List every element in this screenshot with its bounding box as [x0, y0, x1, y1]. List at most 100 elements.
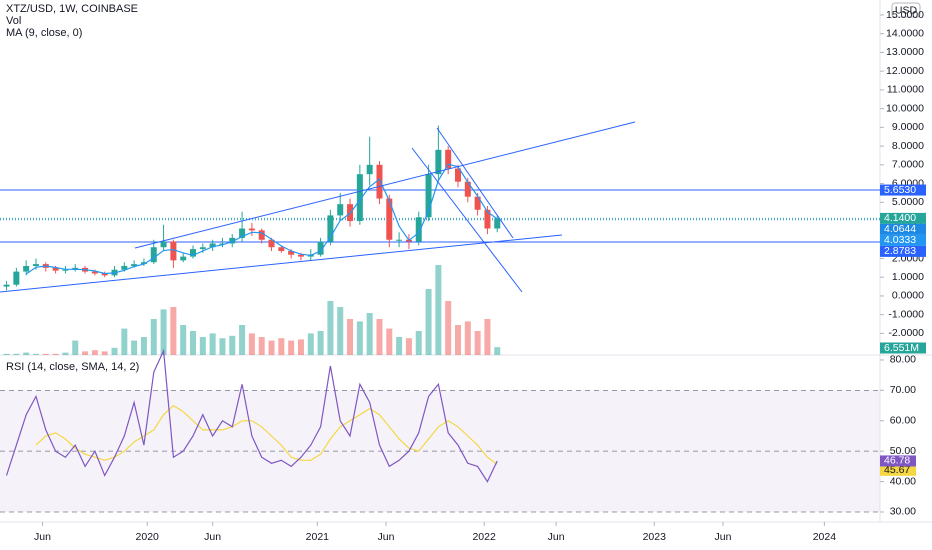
rsi-legend: RSI (14, close, SMA, 14, 2)	[6, 361, 139, 373]
volume-bar	[268, 340, 275, 355]
volume-bar	[297, 339, 304, 355]
x-tick-label: 2020	[136, 531, 160, 543]
volume-bar	[131, 340, 138, 355]
x-tick-label: 2021	[306, 531, 330, 543]
price-tag	[880, 245, 926, 257]
candle-body	[327, 215, 334, 242]
price-tag-label: 4.1400	[884, 212, 916, 224]
currency[interactable]: USD	[895, 4, 918, 16]
x-tick-label: 2022	[472, 531, 496, 543]
x-tick-label: 2023	[643, 531, 667, 543]
candle-body	[140, 262, 147, 265]
volume-bar	[317, 331, 324, 355]
candle-body	[445, 149, 452, 169]
volume-bar	[111, 347, 118, 355]
candle-body	[484, 209, 491, 229]
volume-bar	[278, 338, 285, 355]
candle-body	[190, 249, 197, 257]
price-tag	[880, 223, 926, 235]
trend-line	[134, 121, 636, 249]
y-tick-label: 12.0000	[886, 65, 924, 77]
y-tick-label: 40.00	[890, 475, 916, 487]
candle-body	[170, 241, 177, 261]
volume-bar	[347, 319, 354, 355]
volume-bar	[445, 301, 452, 355]
volume-legend: Vol	[6, 15, 21, 27]
y-tick-label: 1.0000	[892, 271, 924, 283]
price-tag-label: 5.6530	[884, 184, 916, 196]
price-tag-label: 4.0333	[884, 234, 916, 246]
y-tick-label: 30.00	[890, 506, 916, 518]
volume-bar	[239, 325, 246, 355]
volume-bar	[180, 325, 187, 355]
y-tick-label: 70.00	[890, 384, 916, 396]
candle-body	[454, 168, 461, 182]
y-tick-label: 50.00	[890, 445, 916, 457]
volume-bar	[32, 353, 39, 355]
volume-bar	[160, 309, 167, 355]
y-tick-label: 60.00	[890, 415, 916, 427]
volume-tag-label: 6.551M	[884, 342, 919, 354]
volume-bar	[82, 351, 89, 355]
currency-box[interactable]	[891, 2, 921, 18]
y-tick-label: 13.0000	[886, 46, 924, 58]
price-tag	[880, 234, 926, 246]
volume-bar	[494, 347, 501, 355]
candle-body	[464, 181, 471, 197]
volume-bar	[190, 331, 197, 355]
y-tick-label: 15.0000	[886, 9, 924, 21]
rsi-line	[5, 348, 498, 483]
candle-body	[356, 174, 363, 222]
volume-bar	[91, 350, 98, 355]
volume-bar	[150, 319, 157, 355]
candle-body	[3, 284, 10, 287]
candle-body	[209, 243, 216, 248]
candle-body	[297, 254, 304, 257]
volume-bar	[474, 331, 481, 355]
volume-bar	[121, 328, 128, 355]
y-tick-label: 7.0000	[892, 159, 924, 171]
candle-body	[121, 265, 128, 270]
volume-bar	[396, 337, 403, 355]
candle-body	[91, 271, 98, 274]
price-tag-label: 4.0644	[884, 223, 916, 235]
volume-bar	[13, 353, 20, 355]
candle-body	[199, 247, 206, 250]
volume-bar	[219, 338, 226, 355]
x-tick-label: Jun	[378, 531, 395, 543]
candle-body	[337, 204, 344, 216]
volume-bar	[199, 337, 206, 355]
candle-body	[219, 243, 226, 245]
volume-bar	[356, 321, 363, 355]
candle-body	[131, 264, 138, 266]
volume-tag	[880, 342, 926, 354]
volume-bar	[454, 325, 461, 355]
volume-bar	[72, 340, 79, 355]
candle-body	[239, 228, 246, 238]
rsi-tag	[880, 464, 916, 476]
volume-bar	[52, 353, 59, 355]
candle-body	[13, 271, 20, 285]
trend-lines	[0, 121, 636, 293]
x-tick-label: Jun	[204, 531, 221, 543]
candle-body	[425, 174, 432, 218]
volume-bar	[376, 319, 383, 355]
volume-bar	[42, 353, 49, 355]
candle-body	[180, 256, 187, 261]
volume-bar	[337, 307, 344, 355]
candle-body	[396, 239, 403, 241]
volume-bar	[170, 307, 177, 355]
candle-body	[268, 239, 275, 248]
rsi-tag-label: 45.67	[884, 464, 910, 476]
volume-bar	[484, 319, 491, 355]
candle-body	[32, 264, 39, 266]
y-tick-label: 9.0000	[892, 121, 924, 133]
y-tick-label: 80.00	[890, 354, 916, 366]
candle-body	[366, 164, 373, 175]
y-tick-label: 8.0000	[892, 140, 924, 152]
symbol-title: XTZ/USD, 1W, COINBASE	[6, 3, 138, 15]
y-tick-label: 11.0000	[887, 84, 924, 96]
candle-body	[415, 217, 422, 242]
